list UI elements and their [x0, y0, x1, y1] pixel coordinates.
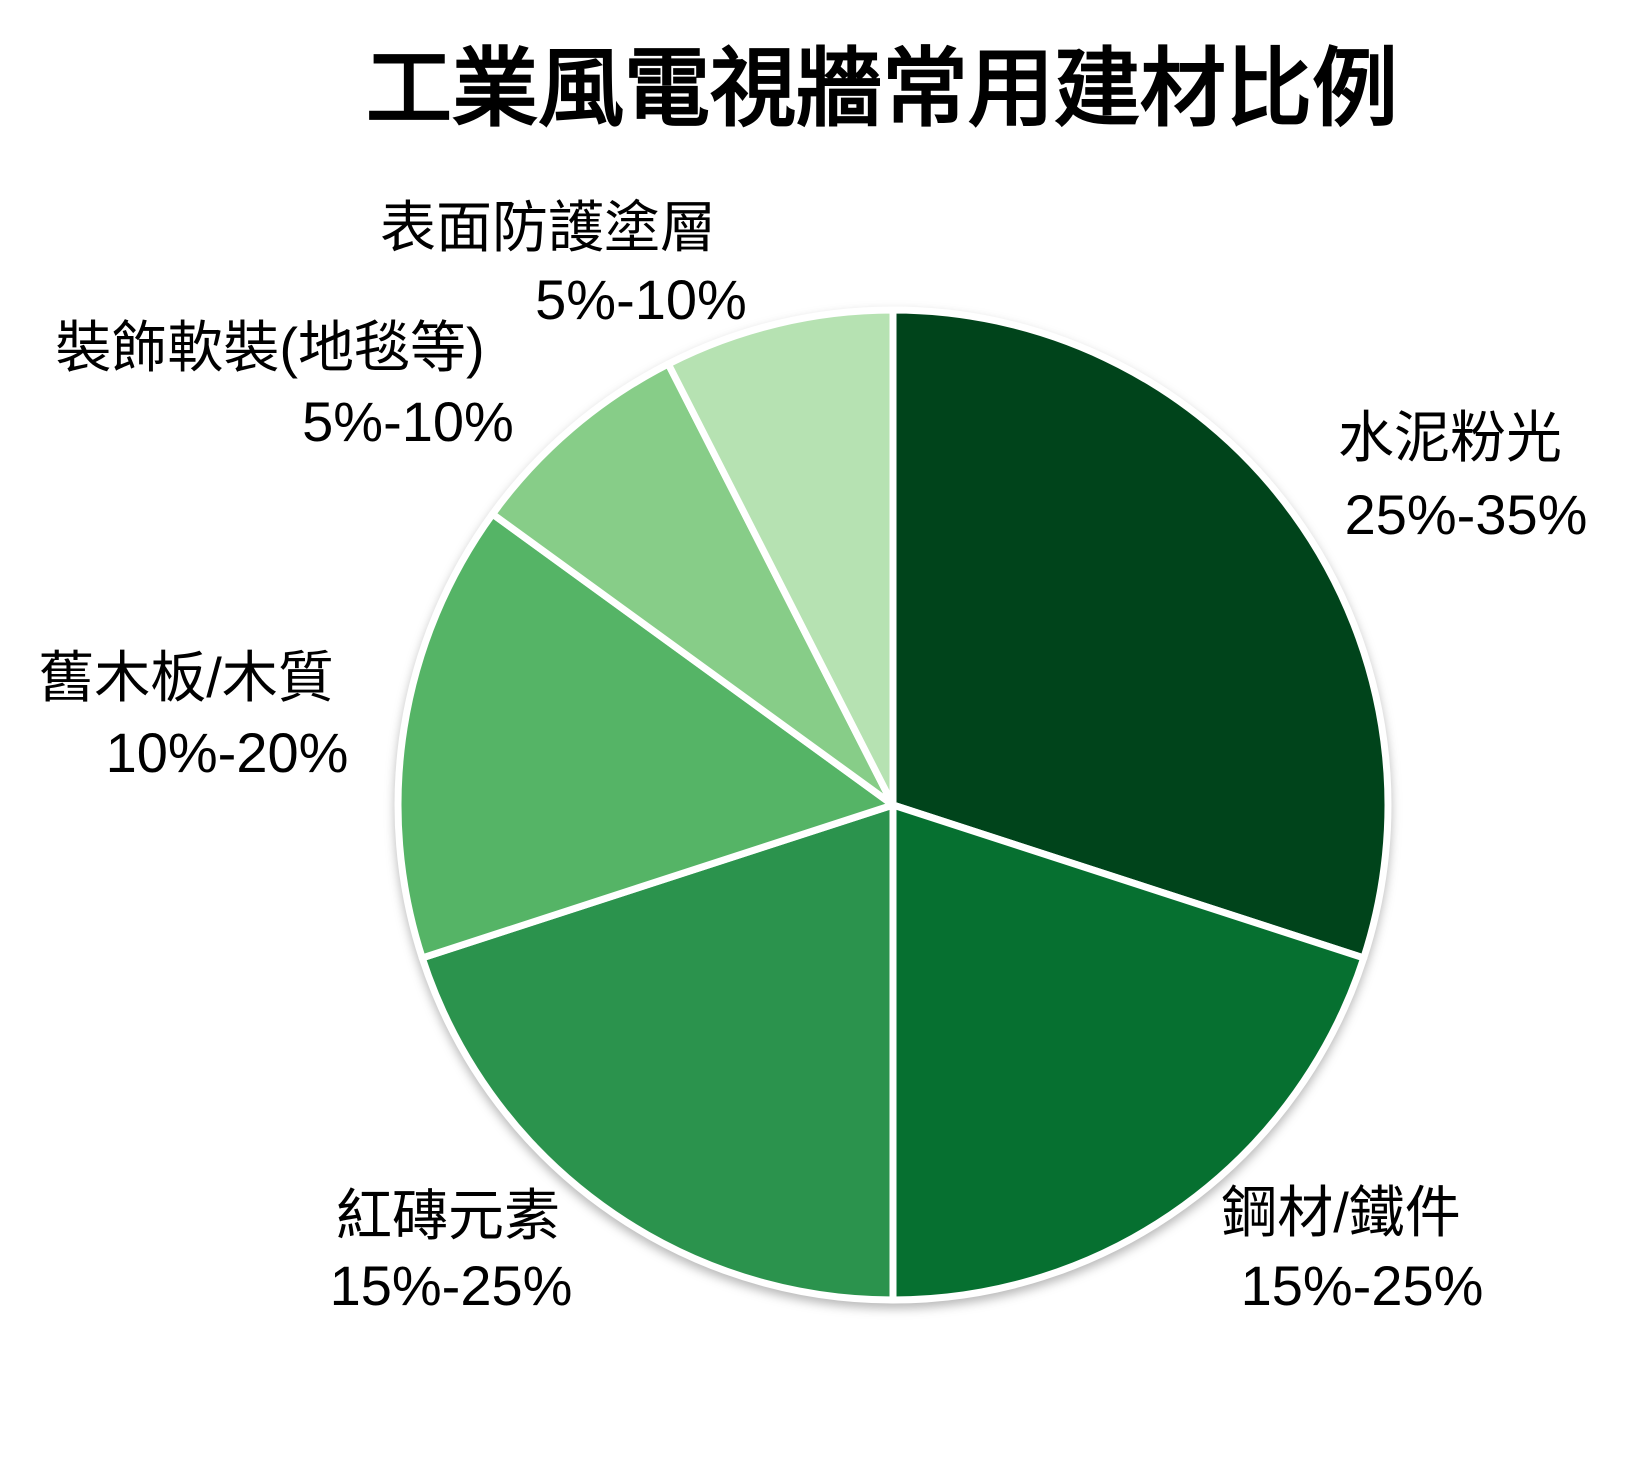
- pie-slice-4: [489, 360, 897, 809]
- slice-value-surface-coating: 5%-10%: [535, 268, 747, 331]
- slice-value-cement: 25%-35%: [1344, 483, 1588, 546]
- pie-slice-0: [889, 306, 1392, 962]
- slice-label-surface-coating: 表面防護塗層: [380, 196, 716, 259]
- pie-slice-2: [418, 801, 897, 1304]
- slice-value-red-brick: 15%-25%: [329, 1254, 573, 1317]
- slice-label-old-wood: 舊木板/木質: [38, 646, 334, 709]
- slice-value-old-wood: 10%-20%: [105, 721, 349, 784]
- pie-slice-3: [394, 510, 897, 962]
- pie-slice-5: [664, 306, 897, 809]
- slice-label-soft-decor: 裝飾軟裝(地毯等): [55, 316, 485, 379]
- slice-value-soft-decor: 5%-10%: [302, 390, 514, 453]
- slice-label-steel: 鋼材/鐵件: [1221, 1181, 1461, 1244]
- slice-label-red-brick: 紅磚元素: [336, 1184, 560, 1247]
- slice-value-steel: 15%-25%: [1240, 1254, 1484, 1317]
- chart-title: 工業風電視牆常用建材比例: [366, 41, 1398, 137]
- slice-label-cement: 水泥粉光: [1338, 406, 1562, 469]
- pie-slice-1: [889, 801, 1368, 1304]
